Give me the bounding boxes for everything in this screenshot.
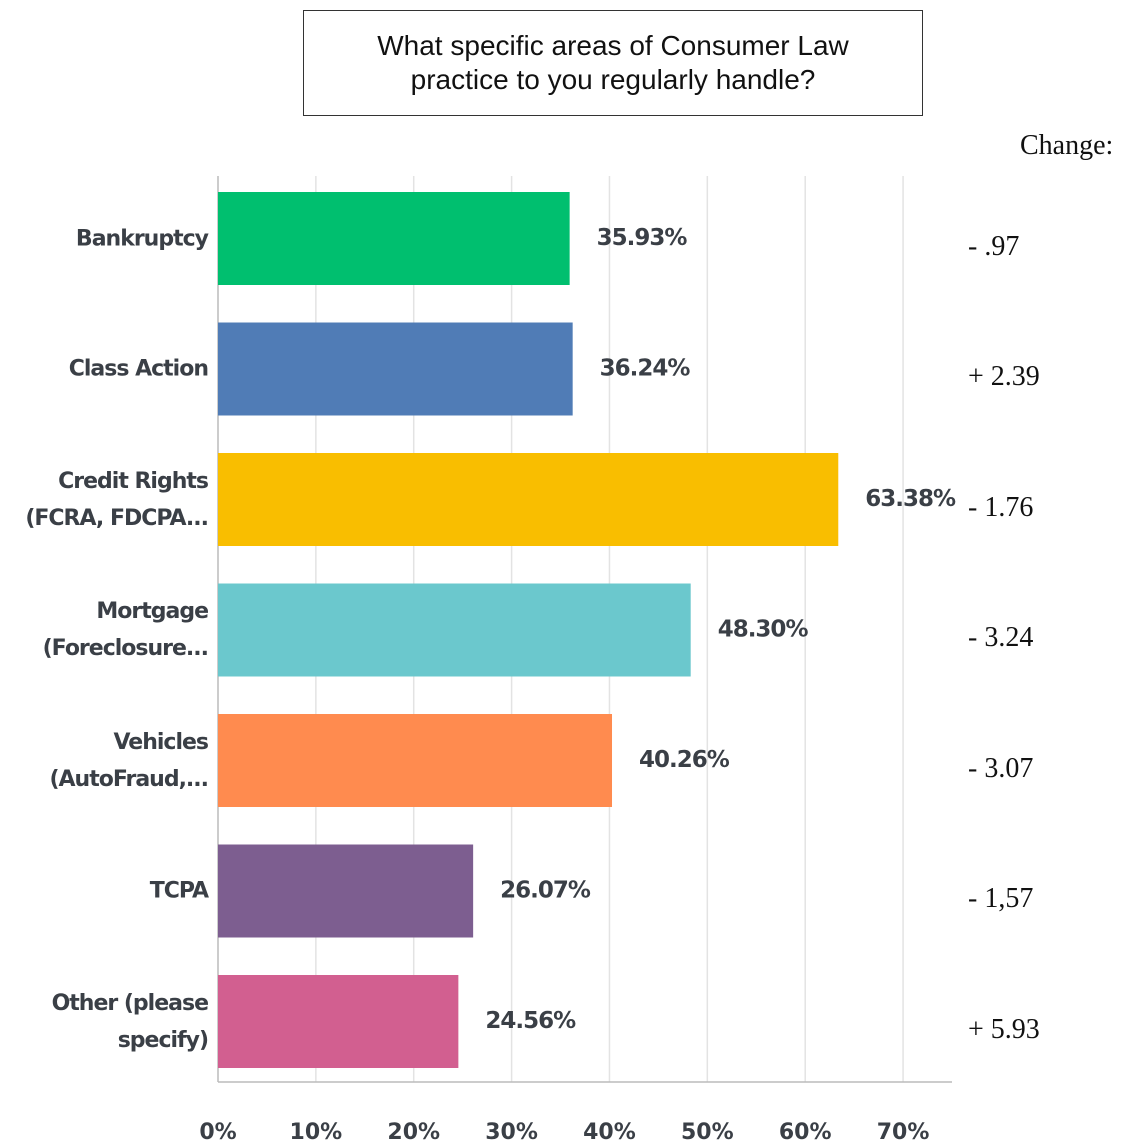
change-label: + 2.39	[968, 361, 1040, 392]
change-title: Change:	[1020, 130, 1114, 161]
category-label: Vehicles (AutoFraud,...	[49, 729, 209, 792]
category-label: Bankruptcy	[75, 226, 209, 251]
bar	[218, 844, 474, 938]
value-label: 26.07%	[500, 878, 591, 904]
value-label: 35.93%	[597, 225, 688, 251]
change-label: + 5.93	[968, 1013, 1040, 1045]
change-label: - 3.24	[968, 622, 1034, 653]
change-label: - 3.07	[968, 752, 1034, 784]
x-tick-label: 30%	[485, 1120, 538, 1145]
bar	[218, 322, 573, 416]
bar	[218, 192, 570, 285]
change-label: - 1,57	[968, 883, 1034, 914]
x-tick-label: 10%	[290, 1120, 343, 1145]
value-label: 36.24%	[600, 356, 691, 382]
chart-title: What specific areas of Consumer Law prac…	[303, 10, 923, 116]
bar	[218, 714, 613, 807]
x-tick-label: 40%	[583, 1120, 636, 1145]
category-label: Other (please specify)	[51, 990, 209, 1053]
value-label: 40.26%	[639, 747, 730, 773]
bar	[218, 583, 691, 677]
x-tick-label: 50%	[681, 1120, 734, 1145]
category-label: Credit Rights (FCRA, FDCPA...	[25, 468, 209, 531]
change-label: - 1.76	[968, 491, 1034, 523]
x-tick-label: 20%	[387, 1120, 440, 1145]
value-label: 48.30%	[718, 617, 809, 643]
x-tick-label: 60%	[779, 1120, 832, 1145]
x-tick-label: 70%	[877, 1120, 930, 1145]
category-label: Class Action	[68, 356, 209, 382]
category-label: Mortgage (Foreclosure...	[42, 599, 209, 661]
bar	[218, 975, 459, 1068]
value-label: 24.56%	[485, 1008, 576, 1034]
x-tick-label: 0%	[199, 1120, 236, 1145]
value-label: 63.38%	[865, 486, 956, 512]
category-label: TCPA	[149, 878, 209, 904]
change-label: - .97	[968, 230, 1020, 262]
bar	[218, 453, 839, 546]
